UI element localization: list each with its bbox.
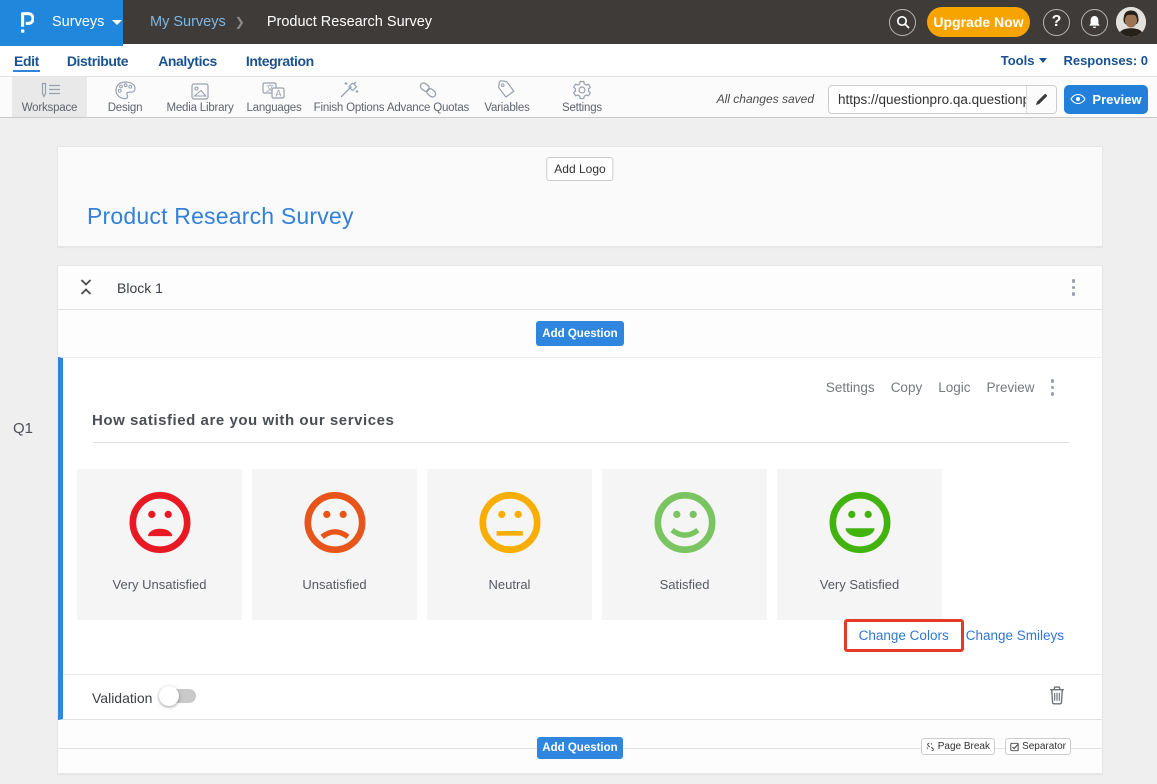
svg-text:文: 文: [266, 83, 274, 93]
svg-text:A: A: [276, 89, 282, 99]
